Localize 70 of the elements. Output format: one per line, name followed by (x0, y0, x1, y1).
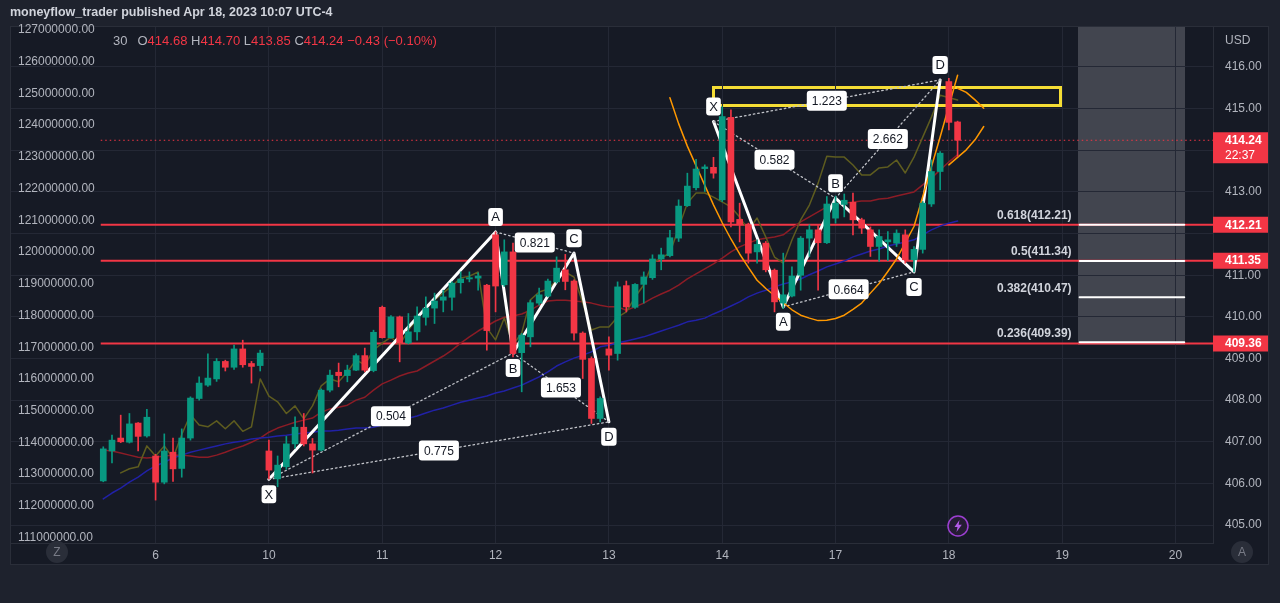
text: Z (53, 545, 61, 559)
y2-tick-label: 411.00 (1225, 267, 1262, 282)
y-tick-label: 121000000.00 (18, 212, 96, 227)
annotation: 0.582 (759, 153, 790, 168)
y2-tick-label: 413.00 (1225, 184, 1263, 199)
y2-tick-label: 405.00 (1225, 517, 1263, 532)
annotation: 0.664 (833, 282, 864, 297)
data-label: X (264, 486, 274, 502)
text: 30 (113, 33, 128, 48)
y-tick-label: 112000000.00 (18, 498, 95, 513)
data-label: 0.618(412.21) (996, 208, 1072, 223)
y-tick-label: 125000000.00 (18, 85, 96, 100)
x-tick-label: 13 (602, 547, 616, 562)
text: moneyflow_trader published Apr 18, 2023 10:07 UTC-4 (10, 5, 333, 19)
y2-tick-label: 408.00 (1225, 392, 1263, 407)
y-tick-label: 113000000.00 (18, 466, 95, 481)
y-tick-label: 127000000.00 (18, 22, 96, 37)
text: 22:37 (1225, 147, 1256, 162)
annotation: 2.662 (872, 132, 904, 147)
data-label: A (491, 209, 501, 225)
y-tick-label: 120000000.00 (18, 244, 96, 259)
x-tick-label: 14 (715, 547, 730, 562)
data-label: B (831, 175, 840, 191)
y-tick-label: 115000000.00 (18, 402, 95, 417)
annotation: 1.653 (545, 380, 577, 395)
y2-axis-title: USD (1225, 33, 1251, 47)
y-tick-label: 117000000.00 (18, 339, 95, 354)
x-tick-label: 20 (1168, 547, 1183, 562)
ref-line-label: 409.36 (1225, 336, 1263, 351)
ref-line-label: 412.21 (1225, 217, 1263, 232)
data-label: 0.5(411.34) (1010, 244, 1072, 259)
annotation: 0.775 (423, 443, 455, 458)
x-tick-label: 19 (1055, 547, 1070, 562)
y2-tick-label: 415.00 (1225, 100, 1263, 115)
annotation: 0.504 (375, 409, 407, 424)
y-tick-label: 111000000.00 (18, 529, 94, 544)
y-tick-label: 122000000.00 (18, 180, 96, 195)
x-tick-label: 18 (942, 547, 956, 562)
data-label: C (909, 279, 919, 295)
y-tick-label: 123000000.00 (18, 149, 96, 164)
text: A (1231, 541, 1253, 563)
y2-tick-label: 406.00 (1225, 475, 1263, 490)
data-label: B (508, 360, 518, 376)
y-tick-label: 118000000.00 (18, 307, 95, 322)
data-label: C (569, 230, 579, 246)
data-label: 0.382(410.47) (996, 280, 1072, 295)
ref-line-label: 411.35 (1225, 253, 1262, 268)
data-label: D (604, 429, 614, 445)
ref-line-label: 414.24 (1225, 133, 1263, 148)
data-label: X (709, 99, 719, 115)
y-tick-label: 119000000.00 (18, 276, 95, 291)
x-tick-label: 17 (828, 547, 843, 562)
data-label: A (778, 314, 788, 330)
x-tick-label: 12 (488, 547, 503, 562)
y2-tick-label: 407.00 (1225, 434, 1263, 449)
x-tick-label: 11 (376, 547, 389, 562)
annotation: 0.821 (519, 235, 551, 250)
x-tick-label: 6 (152, 547, 160, 562)
data-label: 0.236(409.39) (996, 325, 1072, 340)
y-tick-label: 126000000.00 (18, 53, 96, 68)
y-tick-label: 114000000.00 (18, 434, 95, 449)
annotation: 1.223 (811, 94, 843, 109)
y2-tick-label: 409.00 (1225, 350, 1263, 365)
y2-tick-label: 416.00 (1225, 59, 1263, 74)
text: O414.68 H414.70 L413.85 C414.24 −0.43 (−0.10%) (137, 33, 437, 48)
y-tick-label: 116000000.00 (18, 371, 95, 386)
x-tick-label: 10 (262, 547, 276, 562)
y-tick-label: 124000000.00 (18, 117, 96, 132)
y2-tick-label: 410.00 (1225, 309, 1263, 324)
data-label: D (935, 57, 945, 73)
